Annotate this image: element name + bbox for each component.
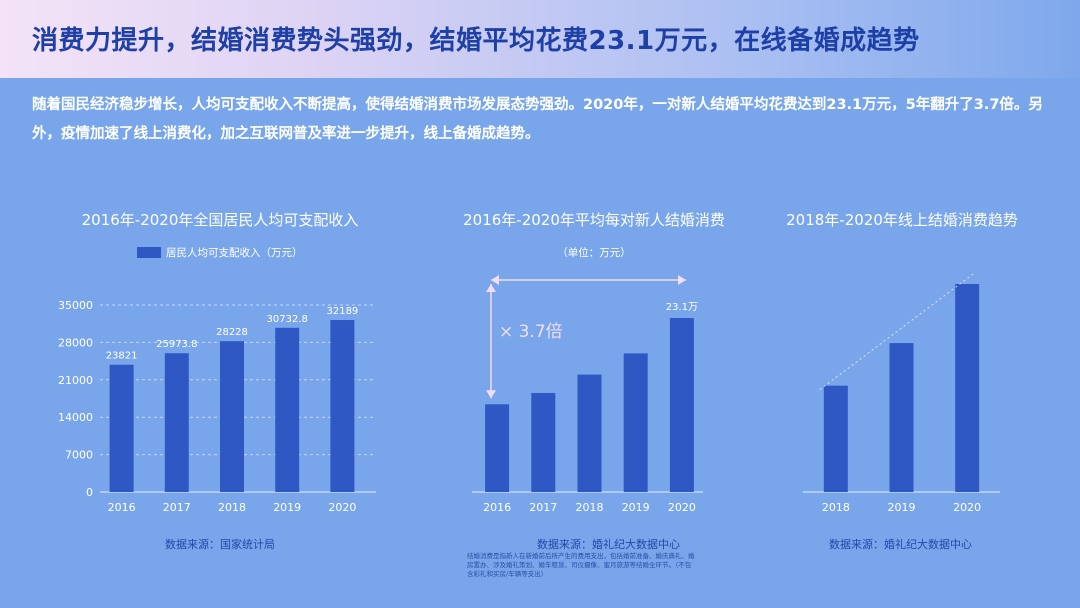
chart3-source: 数据来源：婚礼纪大数据中心: [829, 538, 972, 551]
chart2-unit: （单位：万元）: [557, 246, 631, 259]
chart3-bar: [889, 343, 914, 492]
chart2-xtick: 2020: [668, 501, 696, 514]
chart3-title: 2018年-2020年线上结婚消费趋势: [786, 211, 1018, 229]
page-description: 随着国民经济稳步增长，人均可支配收入不断提高，使得结婚消费市场发展态势强劲。20…: [32, 97, 1043, 142]
chart3-trend-line: [819, 273, 974, 391]
chart2-xtick: 2018: [576, 501, 604, 514]
chart1-xtick: 2019: [273, 501, 301, 514]
chart2-footnote: 结婚消费是指新人在新婚前后所产生的费用支出，包括婚前准备、婚庆典礼、婚房置办、涉…: [467, 552, 695, 578]
chart3-bar: [955, 284, 980, 492]
chart1-ytick: 0: [86, 486, 93, 499]
chart1-bar: [164, 353, 189, 492]
chart2-bar: [577, 374, 602, 492]
chart1-legend-label: 居民人均可支配收入（万元）: [166, 246, 303, 259]
page-title: 消费力提升，结婚消费势头强劲，结婚平均花费23.1万元，在线备婚成趋势: [32, 26, 920, 56]
chart1-bar: [109, 364, 134, 492]
chart2-bar: [623, 353, 648, 492]
chart1-value-label: 28228: [216, 327, 248, 338]
title-bar: [0, 0, 1080, 78]
chart2-xtick: 2017: [529, 501, 557, 514]
chart1-xtick: 2018: [218, 501, 246, 514]
chart2-xtick: 2016: [483, 501, 511, 514]
chart2-last-label: 23.1万: [666, 302, 698, 313]
chart1-source: 数据来源：国家统计局: [165, 538, 275, 551]
chart2-bar: [485, 404, 510, 492]
chart3-xtick: 2020: [953, 501, 981, 514]
chart2-bar: [531, 392, 556, 492]
chart3-xtick: 2018: [822, 501, 850, 514]
chart1-ytick: 7000: [65, 449, 93, 462]
chart1-value-label: 25973.8: [156, 339, 197, 350]
chart1-bar: [330, 320, 355, 492]
chart1-ytick: 21000: [58, 374, 93, 387]
chart3-bar: [823, 385, 848, 492]
chart1-ytick: 28000: [58, 336, 93, 349]
chart1-legend-swatch: [137, 247, 161, 258]
chart1-value-label: 23821: [106, 351, 138, 362]
chart1-xtick: 2020: [328, 501, 356, 514]
chart2-xtick: 2019: [622, 501, 650, 514]
chart1-ytick: 35000: [58, 299, 93, 312]
chart1-value-label: 32189: [326, 306, 358, 317]
chart1-bar: [220, 341, 244, 492]
chart2-source: 数据来源：婚礼纪大数据中心: [537, 538, 680, 551]
chart1-title: 2016年-2020年全国居民人均可支配收入: [81, 211, 359, 229]
chart2-title: 2016年-2020年平均每对新人结婚消费: [463, 211, 725, 229]
chart1-xtick: 2017: [163, 501, 191, 514]
chart1-bar: [275, 327, 300, 492]
chart2-multiplier-annotation: × 3.7倍: [499, 322, 563, 342]
chart2-bar: [669, 318, 694, 492]
chart3-xtick: 2019: [888, 501, 916, 514]
chart1-ytick: 14000: [58, 411, 93, 424]
chart1-value-label: 30732.8: [267, 314, 308, 325]
chart1-xtick: 2016: [108, 501, 136, 514]
